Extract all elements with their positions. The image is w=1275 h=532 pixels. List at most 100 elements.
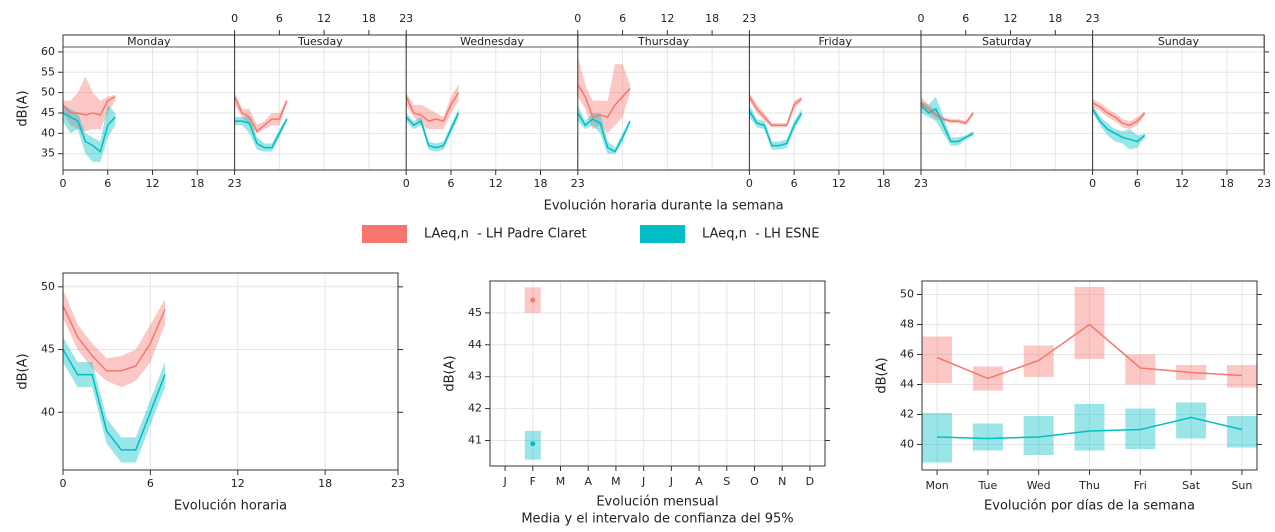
- subtitle: Media y el intervalo de confianza del 95…: [521, 512, 793, 527]
- x-tick-label: 18: [533, 177, 547, 190]
- x-tick-label: 6: [1134, 177, 1141, 190]
- y-tick-label: 55: [41, 65, 55, 78]
- x-tick-label: 12: [1004, 12, 1018, 25]
- y-tick-label: 40: [41, 405, 55, 418]
- x-tick-label: A: [695, 475, 703, 488]
- legend-swatch: [362, 225, 407, 243]
- legend-label: LAeq,n - LH ESNE: [702, 227, 819, 242]
- ci-band: [63, 336, 165, 463]
- x-tick-label: 18: [362, 12, 376, 25]
- mean-line: [62, 112, 116, 153]
- frame: [62, 272, 399, 471]
- x-tick-label: Sun: [1231, 479, 1252, 492]
- x-tick-label: 12: [489, 177, 503, 190]
- x-tick-label: 23: [399, 12, 413, 25]
- y-tick-label: 50: [41, 280, 55, 293]
- x-tick-label: 6: [962, 12, 969, 25]
- facet-label: Sunday: [1158, 35, 1200, 48]
- legend-label: LAeq,n - LH Padre Claret: [424, 227, 587, 242]
- ci-box: [1226, 416, 1257, 448]
- mean-line: [937, 416, 1243, 440]
- mean-point: [530, 297, 536, 303]
- y-tick-label: 40: [900, 438, 914, 451]
- y-axis-title: dB(A): [16, 353, 31, 389]
- x-tick-label: 0: [231, 12, 238, 25]
- x-tick-label: Thu: [1078, 479, 1100, 492]
- x-tick-label: 12: [1175, 177, 1189, 190]
- frame: [489, 280, 826, 467]
- y-tick-label: 50: [900, 288, 914, 301]
- x-tick-label: Wed: [1027, 479, 1051, 492]
- y-tick-label: 42: [468, 402, 482, 415]
- x-tick-label: A: [584, 475, 592, 488]
- x-tick-label: 23: [914, 177, 928, 190]
- x-axis-title: Evolución por días de la semana: [984, 499, 1195, 514]
- x-tick-label: 12: [231, 477, 245, 490]
- x-tick-label: Fri: [1134, 479, 1147, 492]
- y-tick-label: 45: [468, 306, 482, 319]
- x-tick-label: F: [530, 475, 536, 488]
- y-tick-label: 45: [41, 343, 55, 356]
- ci-box: [1074, 404, 1105, 451]
- x-tick-label: 18: [705, 12, 719, 25]
- y-tick-label: 45: [41, 106, 55, 119]
- x-tick-label: 0: [60, 477, 67, 490]
- x-tick-label: 23: [742, 12, 756, 25]
- y-tick-label: 44: [468, 338, 482, 351]
- y-tick-label: 44: [900, 378, 914, 391]
- ci-box: [1226, 365, 1257, 388]
- x-tick-label: 0: [60, 177, 67, 190]
- mean-line: [1092, 102, 1146, 127]
- y-axis-title: dB(A): [16, 90, 31, 126]
- x-tick-label: 23: [571, 177, 585, 190]
- x-tick-label: 6: [104, 177, 111, 190]
- mean-line: [748, 110, 803, 147]
- ci-band: [921, 96, 974, 146]
- x-tick-label: 6: [619, 12, 626, 25]
- y-axis-title: dB(A): [443, 355, 458, 391]
- y-tick-label: 40: [41, 126, 55, 139]
- x-tick-label: J: [669, 475, 673, 488]
- x-tick-label: M: [556, 475, 566, 488]
- x-tick-label: 0: [574, 12, 581, 25]
- x-tick-label: 6: [276, 12, 283, 25]
- facet-label: Wednesday: [460, 35, 524, 48]
- x-tick-label: D: [806, 475, 814, 488]
- x-tick-label: 18: [318, 477, 332, 490]
- mean-line: [62, 96, 116, 116]
- x-tick-label: 0: [746, 177, 753, 190]
- mean-point: [530, 441, 536, 447]
- facet-label: Saturday: [982, 35, 1032, 48]
- frame: [62, 34, 1265, 171]
- x-axis-title: Evolución horaria durante la semana: [544, 199, 784, 214]
- x-tick-label: 12: [317, 12, 331, 25]
- y-tick-label: 41: [468, 433, 482, 446]
- x-tick-label: 23: [1257, 177, 1271, 190]
- x-tick-label: M: [611, 475, 621, 488]
- ci-band: [63, 289, 165, 388]
- y-tick-label: 46: [900, 348, 914, 361]
- y-tick-label: 60: [41, 45, 55, 58]
- ci-band: [577, 104, 631, 154]
- x-tick-label: 0: [1089, 177, 1096, 190]
- y-axis-title: dB(A): [875, 357, 890, 393]
- x-tick-label: 18: [190, 177, 204, 190]
- mean-line: [1091, 108, 1146, 143]
- legend-swatch: [640, 225, 685, 243]
- mean-line: [233, 96, 288, 133]
- mean-line: [405, 92, 460, 123]
- x-tick-label: J: [641, 475, 645, 488]
- x-tick-label: 23: [228, 177, 242, 190]
- x-tick-label: Mon: [925, 479, 948, 492]
- ci-box: [1074, 287, 1105, 359]
- y-tick-label: 35: [41, 147, 55, 160]
- mean-line: [748, 96, 803, 126]
- x-axis-title: Evolución horaria: [174, 499, 287, 514]
- facet-label: Monday: [127, 35, 171, 48]
- x-axis-title: Evolución mensual: [596, 495, 718, 510]
- y-tick-label: 48: [900, 318, 914, 331]
- mean-line: [936, 323, 1242, 380]
- x-tick-label: S: [723, 475, 730, 488]
- x-tick-label: 18: [1220, 177, 1234, 190]
- mean-line: [920, 104, 974, 143]
